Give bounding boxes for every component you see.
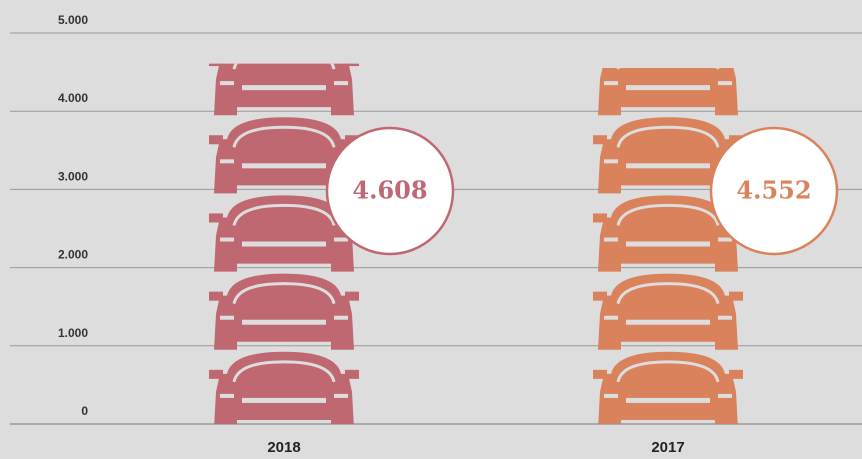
mirror bbox=[209, 369, 223, 379]
light bbox=[604, 393, 618, 398]
grille bbox=[626, 163, 710, 169]
light bbox=[604, 159, 618, 164]
windshield bbox=[616, 125, 720, 148]
car-body bbox=[214, 63, 354, 116]
car-body bbox=[598, 68, 738, 116]
value-label: 4.608 bbox=[352, 176, 427, 205]
grille bbox=[242, 397, 326, 403]
windshield bbox=[232, 125, 336, 148]
value-bubble bbox=[325, 126, 455, 256]
car-body bbox=[598, 195, 738, 272]
grille bbox=[242, 241, 326, 247]
y-tick-label: 4.000 bbox=[58, 91, 88, 105]
mirror bbox=[345, 291, 359, 301]
y-tick-label: 3.000 bbox=[58, 169, 88, 183]
car-body bbox=[598, 273, 738, 350]
grille bbox=[626, 319, 710, 325]
mirror bbox=[729, 291, 743, 301]
light bbox=[220, 159, 234, 164]
light bbox=[604, 237, 618, 242]
windshield bbox=[232, 203, 336, 226]
windshield bbox=[616, 68, 720, 70]
light bbox=[220, 315, 234, 320]
mirror bbox=[593, 135, 607, 145]
car-body bbox=[214, 117, 354, 194]
light bbox=[334, 237, 348, 242]
y-tick-label: 2.000 bbox=[58, 248, 88, 262]
mirror bbox=[209, 135, 223, 145]
y-tick-label: 5.000 bbox=[58, 13, 88, 27]
x-tick-label: 2017 bbox=[651, 439, 684, 456]
car-body bbox=[214, 351, 354, 425]
grille bbox=[626, 85, 710, 91]
mirror bbox=[729, 369, 743, 379]
icon-bar bbox=[209, 63, 359, 425]
grille bbox=[242, 85, 326, 91]
light bbox=[718, 315, 732, 320]
grille bbox=[242, 163, 326, 169]
y-tick-label: 0 bbox=[81, 404, 88, 418]
car-body bbox=[214, 195, 354, 272]
light bbox=[334, 315, 348, 320]
windshield bbox=[232, 282, 336, 305]
car-icon bbox=[593, 57, 743, 116]
windshield bbox=[616, 203, 720, 226]
light bbox=[220, 81, 234, 86]
mirror bbox=[345, 369, 359, 379]
mirror bbox=[209, 63, 223, 67]
mirror bbox=[345, 63, 359, 67]
light bbox=[604, 81, 618, 86]
mirror bbox=[209, 213, 223, 223]
windshield bbox=[232, 360, 336, 383]
light bbox=[334, 81, 348, 86]
mirror bbox=[209, 291, 223, 301]
windshield bbox=[616, 360, 720, 383]
car-icon bbox=[209, 273, 359, 350]
car-icon bbox=[209, 63, 359, 116]
light bbox=[718, 393, 732, 398]
grille bbox=[242, 319, 326, 325]
light bbox=[718, 81, 732, 86]
car-body bbox=[598, 351, 738, 424]
mirror bbox=[593, 369, 607, 379]
mirror bbox=[593, 57, 607, 66]
mirror bbox=[729, 57, 743, 66]
car-body bbox=[214, 273, 354, 350]
x-tick-label: 2018 bbox=[267, 439, 300, 456]
light bbox=[718, 237, 732, 242]
grille bbox=[626, 397, 710, 403]
light bbox=[604, 315, 618, 320]
light bbox=[220, 237, 234, 242]
mirror bbox=[593, 213, 607, 223]
windshield bbox=[616, 282, 720, 305]
car-icon bbox=[209, 351, 359, 425]
car-icon bbox=[593, 273, 743, 350]
value-bubble bbox=[709, 126, 839, 256]
icon-bar bbox=[593, 57, 743, 424]
light bbox=[334, 393, 348, 398]
light bbox=[220, 393, 234, 398]
mirror bbox=[593, 291, 607, 301]
grille bbox=[626, 241, 710, 247]
car-icon bbox=[593, 351, 743, 424]
value-label: 4.552 bbox=[736, 176, 811, 205]
car-body bbox=[598, 117, 738, 194]
y-tick-label: 1.000 bbox=[58, 326, 88, 340]
